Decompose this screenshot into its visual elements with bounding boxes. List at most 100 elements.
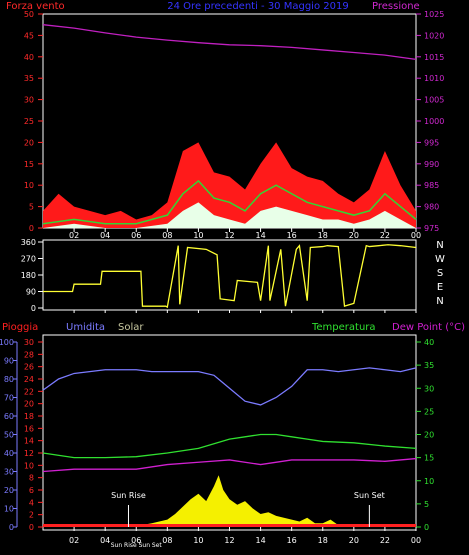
rain-y-tick-label: 10 xyxy=(24,461,34,470)
direction-y-tick-label: 0 xyxy=(31,304,36,313)
pressure-y-tick-label: 980 xyxy=(424,203,439,212)
x-tick-label: 04 xyxy=(100,231,110,240)
wind-y-tick-label: 15 xyxy=(24,160,34,169)
direction-y-tick-label: 180 xyxy=(21,271,36,280)
wind-y-tick-label: 10 xyxy=(24,181,34,190)
wind-y-tick-label: 50 xyxy=(24,10,34,19)
direction-y-tick-label: 90 xyxy=(26,288,36,297)
compass-label: E xyxy=(437,282,443,293)
rain-y-tick-label: 0 xyxy=(29,523,34,532)
legend-umidita: Umidita xyxy=(66,322,105,333)
x-tick-label: 12 xyxy=(224,231,234,240)
rain-y-tick-label: 28 xyxy=(24,350,34,359)
rain-y-tick-label: 24 xyxy=(24,375,34,384)
wind-y-tick-label: 0 xyxy=(29,224,34,233)
x-tick-label: 12 xyxy=(224,536,234,545)
rain-y-tick-label: 22 xyxy=(24,387,34,396)
pressure-y-tick-label: 1005 xyxy=(424,96,444,105)
series-umidita-line xyxy=(42,367,417,406)
humidity-y-tick-label: 10 xyxy=(4,505,14,514)
humidity-y-tick-label: 20 xyxy=(4,486,14,495)
pressure-y-tick-label: 1025 xyxy=(424,10,444,19)
direction-y-tick-label: 360 xyxy=(21,238,36,247)
pressure-y-tick-label: 975 xyxy=(424,224,439,233)
x-tick-label: 10 xyxy=(193,536,203,545)
pressure-y-tick-label: 1015 xyxy=(424,53,444,62)
series-dewpoint-line xyxy=(42,457,417,473)
rain-y-tick-label: 30 xyxy=(24,338,34,347)
series-pioggia-bar xyxy=(43,524,416,527)
temp-y-tick-label: 10 xyxy=(424,477,434,486)
series-direzione-line xyxy=(43,244,417,309)
compass-label: S xyxy=(437,268,443,279)
x-tick-label: 20 xyxy=(349,231,359,240)
temp-y-tick-label: 15 xyxy=(424,454,434,463)
temp-y-tick-label: 0 xyxy=(424,523,429,532)
x-tick-label: 04 xyxy=(100,536,110,545)
sunrise-sunset-axis-label: Sun Rise Sun Set xyxy=(111,542,163,549)
wind-y-tick-label: 25 xyxy=(24,117,34,126)
compass-label: N xyxy=(436,296,443,307)
temp-y-tick-label: 35 xyxy=(424,361,434,370)
rain-y-tick-label: 2 xyxy=(29,511,34,520)
x-tick-label: 22 xyxy=(380,231,390,240)
pressure-y-tick-label: 985 xyxy=(424,181,439,190)
humidity-y-tick-label: 50 xyxy=(4,431,14,440)
x-tick-label: 22 xyxy=(380,536,390,545)
compass-label: W xyxy=(435,254,445,265)
direction-y-tick-label: 270 xyxy=(21,255,36,264)
temp-y-tick-label: 40 xyxy=(424,338,434,347)
pressure-axis-title: Pressione xyxy=(372,1,420,12)
x-tick-label: 16 xyxy=(287,536,297,545)
temp-y-tick-label: 25 xyxy=(424,407,434,416)
wind-axis-title: Forza vento xyxy=(6,1,65,12)
sunrise-label: Sun Rise xyxy=(111,491,146,500)
wind-y-tick-label: 40 xyxy=(24,53,34,62)
temp-y-tick-label: 20 xyxy=(424,431,434,440)
x-tick-label: 14 xyxy=(255,536,265,545)
x-tick-label: 14 xyxy=(255,231,265,240)
pressure-y-tick-label: 995 xyxy=(424,138,439,147)
compass-label: N xyxy=(436,240,443,251)
chart-title: 24 Ore precedenti - 30 Maggio 2019 xyxy=(167,1,348,12)
x-tick-label: 10 xyxy=(193,231,203,240)
rain-y-tick-label: 20 xyxy=(24,400,34,409)
series-solar-area xyxy=(43,475,416,527)
wind-y-tick-label: 20 xyxy=(24,138,34,147)
pressure-y-tick-label: 990 xyxy=(424,160,439,169)
series-pressione-line xyxy=(42,24,417,61)
humidity-y-tick-label: 80 xyxy=(4,375,14,384)
humidity-y-tick-label: 0 xyxy=(9,523,14,532)
humidity-y-tick-label: 30 xyxy=(4,468,14,477)
rain-y-tick-label: 8 xyxy=(29,474,34,483)
humidity-y-tick-label: 60 xyxy=(4,412,14,421)
series-media-line xyxy=(42,179,417,225)
pressure-y-tick-label: 1020 xyxy=(424,31,444,40)
legend-solar: Solar xyxy=(118,322,144,333)
rain-y-tick-label: 6 xyxy=(29,486,34,495)
rain-y-tick-label: 26 xyxy=(24,363,34,372)
humidity-y-tick-label: 40 xyxy=(4,449,14,458)
series-temperatura-line xyxy=(42,433,417,459)
temp-y-tick-label: 30 xyxy=(424,384,434,393)
pressure-y-tick-label: 1000 xyxy=(424,117,444,126)
x-tick-label: 08 xyxy=(162,231,172,240)
x-tick-label: 02 xyxy=(69,231,79,240)
legend-dewpoint: Dew Point (°C) xyxy=(392,322,465,333)
x-tick-label: 06 xyxy=(131,536,141,545)
humidity-y-tick-label: 100 xyxy=(0,338,14,347)
x-tick-label: 00 xyxy=(411,231,421,240)
x-tick-label: 20 xyxy=(349,536,359,545)
x-tick-label: 18 xyxy=(318,536,328,545)
series-raffica-area xyxy=(43,142,416,228)
wind-y-tick-label: 5 xyxy=(29,203,34,212)
temp-y-tick-label: 5 xyxy=(424,500,429,509)
x-tick-label: 00 xyxy=(411,536,421,545)
legend-temperatura: Temperatura xyxy=(311,322,376,333)
series-minimo-area xyxy=(43,202,416,228)
wind-y-tick-label: 35 xyxy=(24,74,34,83)
legend-pioggia: Pioggia xyxy=(2,322,38,333)
rain-y-tick-label: 12 xyxy=(24,449,34,458)
pressure-y-tick-label: 1010 xyxy=(424,74,444,83)
